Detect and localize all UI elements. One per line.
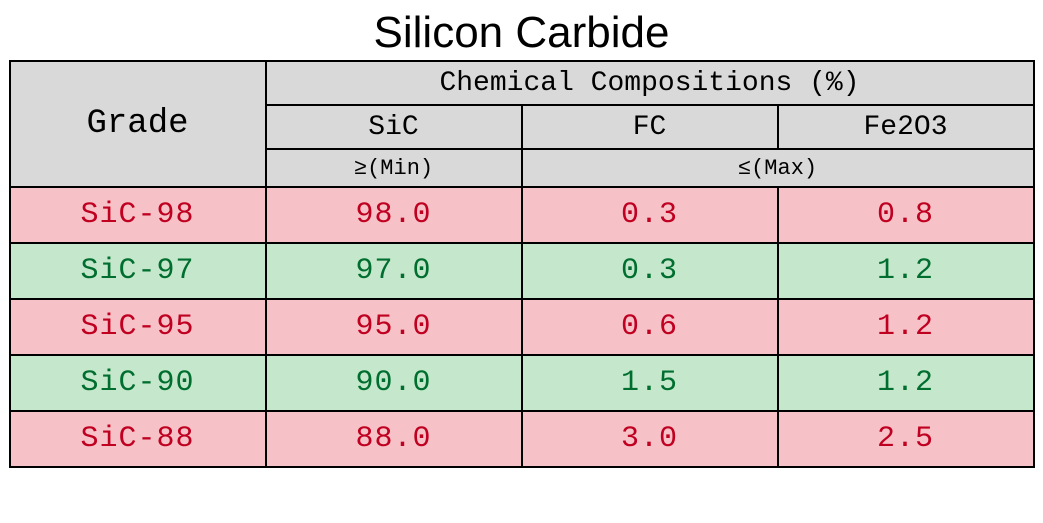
cell-fe2o3: 0.8 [778,187,1034,243]
cell-fc: 0.3 [522,243,778,299]
cell-fe2o3: 2.5 [778,411,1034,467]
cell-grade: SiC-90 [10,355,266,411]
header-grade: Grade [10,61,266,187]
cell-fc: 0.6 [522,299,778,355]
header-row-1: Grade Chemical Compositions (%) [10,61,1034,105]
table-row: SiC-98 98.0 0.3 0.8 [10,187,1034,243]
cell-fe2o3: 1.2 [778,299,1034,355]
header-max: ≤(Max) [522,149,1034,187]
composition-table: Grade Chemical Compositions (%) SiC FC F… [9,60,1035,468]
cell-grade: SiC-95 [10,299,266,355]
table-row: SiC-88 88.0 3.0 2.5 [10,411,1034,467]
table-row: SiC-97 97.0 0.3 1.2 [10,243,1034,299]
cell-fc: 0.3 [522,187,778,243]
header-col-fe2o3: Fe2O3 [778,105,1034,149]
header-col-sic: SiC [266,105,522,149]
cell-sic: 88.0 [266,411,522,467]
cell-sic: 90.0 [266,355,522,411]
cell-fc: 3.0 [522,411,778,467]
page-title: Silicon Carbide [0,0,1043,60]
header-col-fc: FC [522,105,778,149]
cell-grade: SiC-88 [10,411,266,467]
table-row: SiC-95 95.0 0.6 1.2 [10,299,1034,355]
header-min: ≥(Min) [266,149,522,187]
cell-sic: 97.0 [266,243,522,299]
cell-fe2o3: 1.2 [778,355,1034,411]
cell-grade: SiC-97 [10,243,266,299]
cell-sic: 95.0 [266,299,522,355]
header-compositions: Chemical Compositions (%) [266,61,1034,105]
cell-fc: 1.5 [522,355,778,411]
page-container: Silicon Carbide Grade Chemical Compositi… [0,0,1043,523]
cell-grade: SiC-98 [10,187,266,243]
table-row: SiC-90 90.0 1.5 1.2 [10,355,1034,411]
cell-sic: 98.0 [266,187,522,243]
cell-fe2o3: 1.2 [778,243,1034,299]
